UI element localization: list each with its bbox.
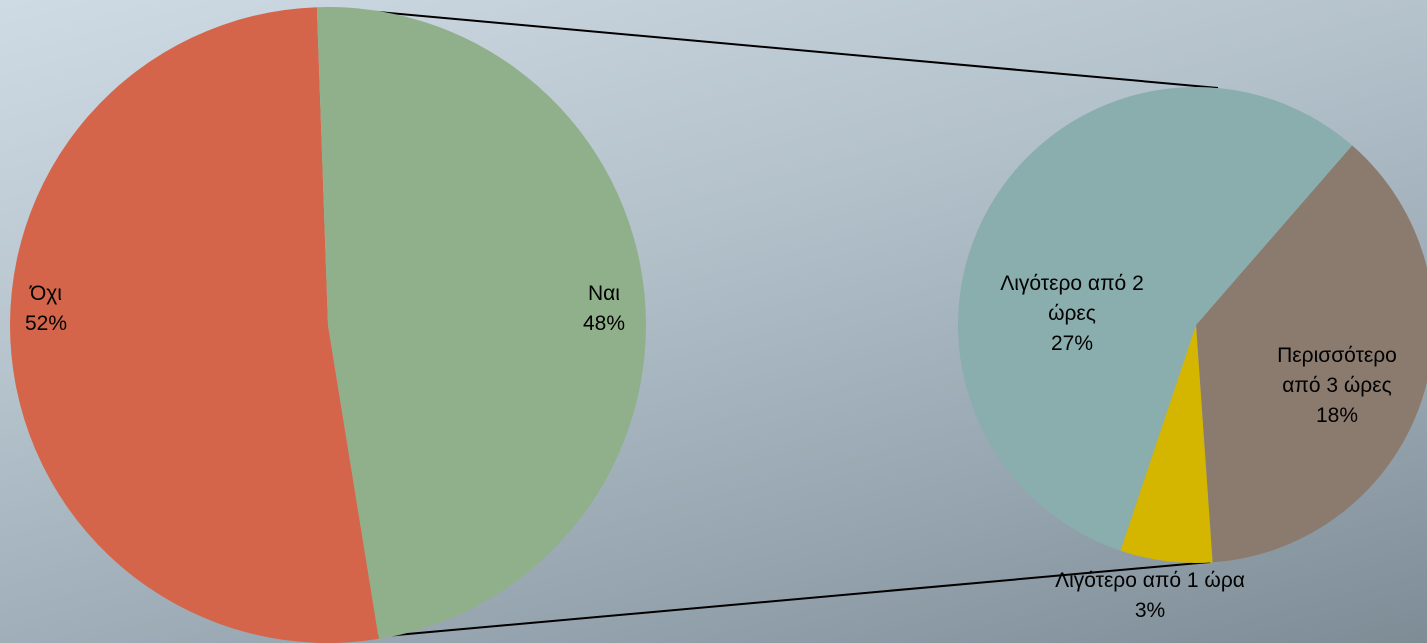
label-περισσότερο-από-3-ώρες: Περισσότερο από 3 ώρες 18% xyxy=(1277,344,1397,427)
label-ναι: Ναι 48% xyxy=(583,282,625,335)
slice-λιγότερο-από-1-ώρα xyxy=(1120,325,1213,563)
slice-περισσότερο-από-3-ώρες xyxy=(1196,145,1427,563)
secondary-pie xyxy=(958,87,1427,563)
connector-lines xyxy=(340,9,1219,641)
label-όχι: Όχι 52% xyxy=(25,282,67,335)
connector-line-bottom xyxy=(340,561,1211,641)
main-pie xyxy=(10,6,647,643)
connector-line-top xyxy=(355,9,1219,89)
slice-όχι xyxy=(10,7,379,643)
label-λιγότερο-από-2-ώρες: Λιγότερο από 2 ώρες 27% xyxy=(1000,272,1144,355)
label-λιγότερο-από-1-ώρα: Λιγότερο από 1 ώρα 3% xyxy=(1055,569,1245,622)
slice-λιγότερο-από-2-ώρες xyxy=(958,87,1353,551)
data-labels: Όχι 52% Ναι 48% Λιγότερο από 2 ώρες 27% Περισσό… xyxy=(25,272,1397,622)
slice-ναι xyxy=(316,6,647,639)
